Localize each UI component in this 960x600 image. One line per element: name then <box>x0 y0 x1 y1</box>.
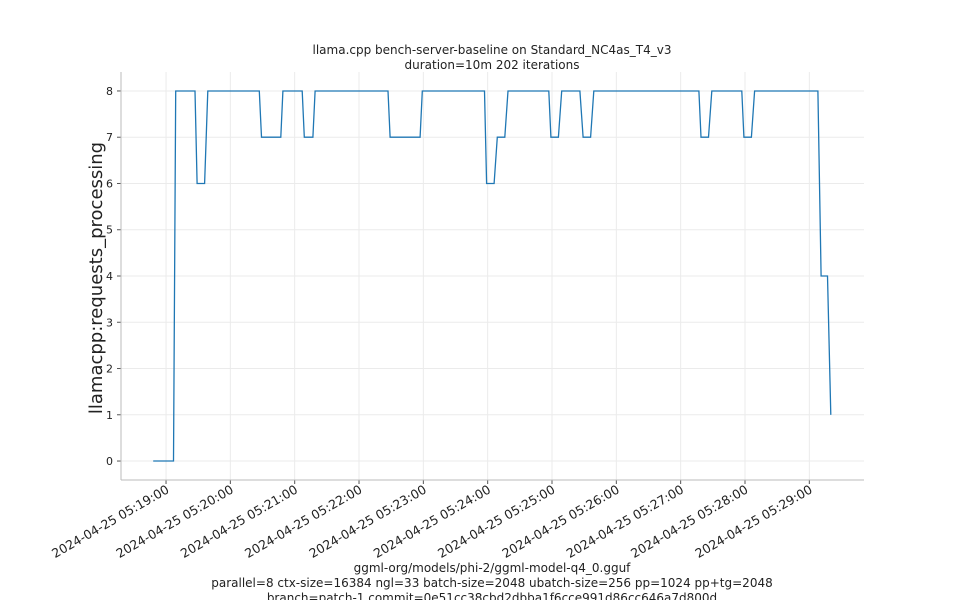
x-tick-label: 2024-04-25 05:22:00 <box>242 482 365 561</box>
y-tick-label: 6 <box>106 177 113 190</box>
x-tick-label: 2024-04-25 05:21:00 <box>178 482 301 561</box>
data-line <box>153 90 832 462</box>
y-tick-label: 4 <box>106 270 113 283</box>
y-axis-label: llamacpp:requests_processing <box>86 142 107 414</box>
y-tick-label: 0 <box>106 455 113 468</box>
y-tick-label: 5 <box>106 224 113 237</box>
x-tick-label: 2024-04-25 05:25:00 <box>435 482 558 561</box>
x-tick-label: 2024-04-25 05:29:00 <box>692 482 815 561</box>
y-tick-label: 7 <box>106 131 113 144</box>
x-axis-label: branch=patch-1 commit=0e51cc38cbd2dbba1f… <box>267 591 717 600</box>
x-tick-label: 2024-04-25 05:19:00 <box>49 482 172 561</box>
chart-subtitle: duration=10m 202 iterations <box>405 58 580 72</box>
x-tick-label: 2024-04-25 05:27:00 <box>564 482 687 561</box>
y-tick-label: 8 <box>106 85 113 98</box>
chart-title: llama.cpp bench-server-baseline on Stand… <box>313 43 672 57</box>
x-tick-label: 2024-04-25 05:28:00 <box>628 482 751 561</box>
y-tick-label: 3 <box>106 316 113 329</box>
x-axis-label: ggml-org/models/phi-2/ggml-model-q4_0.gg… <box>354 561 632 575</box>
x-tick-label: 2024-04-25 05:23:00 <box>306 482 429 561</box>
y-tick-label: 2 <box>106 363 113 376</box>
x-tick-label: 2024-04-25 05:26:00 <box>499 482 622 561</box>
x-tick-label: 2024-04-25 05:24:00 <box>371 482 494 561</box>
x-axis-label: parallel=8 ctx-size=16384 ngl=33 batch-s… <box>211 576 772 590</box>
y-tick-label: 1 <box>106 409 113 422</box>
x-tick-label: 2024-04-25 05:20:00 <box>113 482 236 561</box>
